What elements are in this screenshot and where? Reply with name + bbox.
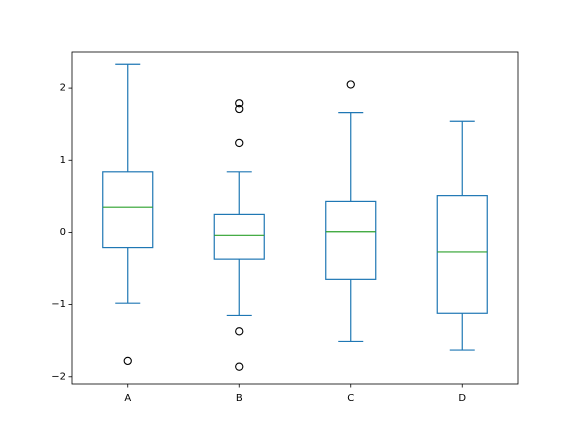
box-iqr	[325, 200, 377, 280]
y-tick-label: 1	[60, 155, 66, 166]
box-group-a	[102, 63, 154, 366]
box-group-b	[213, 99, 265, 371]
outlier-point	[235, 362, 244, 371]
plot-area	[102, 63, 488, 371]
y-tick-label: −2	[51, 371, 66, 382]
box-group-d	[436, 120, 488, 351]
x-tick-label: B	[236, 393, 243, 404]
x-tick-label: A	[124, 393, 131, 404]
outlier-point	[235, 99, 244, 108]
y-tick-label: 0	[60, 227, 66, 238]
y-axis: −2 −1 0 1 2	[51, 83, 72, 382]
y-tick-label: 2	[60, 83, 66, 94]
box-iqr	[436, 195, 488, 314]
outlier-point	[346, 80, 355, 89]
outlier-point	[235, 138, 244, 148]
outlier-point	[235, 104, 244, 114]
x-tick-label: C	[347, 393, 354, 404]
x-tick-label: D	[458, 393, 466, 404]
box-iqr	[102, 171, 154, 249]
outlier-point	[123, 356, 132, 366]
box-group-c	[325, 80, 377, 343]
x-axis: A B C D	[124, 384, 466, 404]
y-tick-label: −1	[51, 299, 66, 310]
axes-frame	[71, 51, 519, 385]
box-iqr	[213, 213, 265, 260]
outlier-point	[235, 327, 244, 336]
